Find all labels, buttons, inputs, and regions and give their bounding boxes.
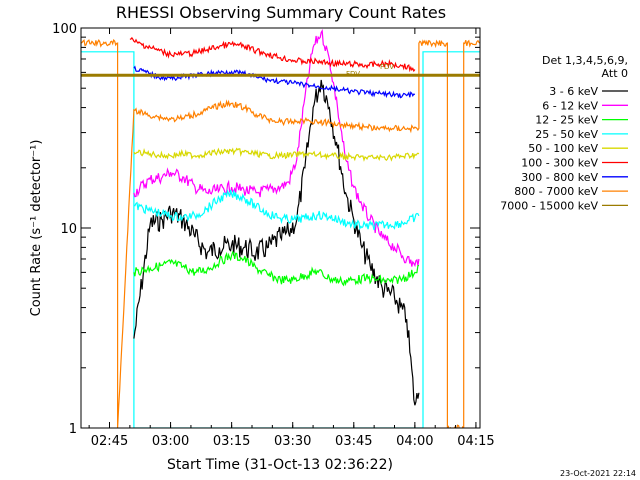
legend-header-0: Det 1,3,4,5,6,9, — [542, 54, 628, 67]
y-tick-label-1: 10 — [60, 222, 77, 237]
x-tick-label-6: 04:15 — [457, 434, 494, 449]
x-tick-label-5: 04:00 — [396, 434, 433, 449]
timestamp: 23-Oct-2021 22:14 — [560, 469, 636, 478]
legend-entry-4: 50 - 100 keV — [528, 142, 598, 155]
legend-entry-3: 25 - 50 keV — [535, 128, 598, 141]
x-tick-label-0: 02:45 — [91, 434, 128, 449]
flag-fdv-lower: FDV — [346, 70, 360, 78]
series-line-4 — [133, 147, 420, 162]
series-line-6 — [133, 65, 416, 99]
series-line-cyan-outer — [81, 51, 480, 428]
x-tick-label-1: 03:00 — [152, 434, 189, 449]
legend-entry-6: 300 - 800 keV — [521, 171, 598, 184]
y-tick-label-2: 100 — [52, 22, 77, 37]
x-tick-label-3: 03:30 — [274, 434, 311, 449]
series-line-5 — [129, 36, 416, 73]
series-line-2 — [133, 250, 420, 287]
series-line-1 — [133, 28, 420, 268]
legend-entry-0: 3 - 6 keV — [549, 85, 598, 98]
series-line-0 — [133, 79, 420, 406]
legend-header-1: Att 0 — [602, 67, 628, 80]
legend-entry-8: 7000 - 15000 keV — [500, 199, 598, 212]
legend-entry-5: 100 - 300 keV — [521, 157, 598, 170]
flag-fdv-upper: FDV — [380, 63, 394, 71]
legend-entry-7: 800 - 7000 keV — [514, 185, 598, 198]
chart-title: RHESSI Observing Summary Count Rates — [116, 3, 446, 22]
legend-entry-1: 6 - 12 keV — [542, 99, 598, 112]
series-line-7 — [81, 38, 480, 428]
x-tick-label-4: 03:45 — [335, 434, 372, 449]
y-tick-label-0: 1 — [69, 422, 77, 437]
x-tick-label-2: 03:15 — [213, 434, 250, 449]
x-axis-label: Start Time (31-Oct-13 02:36:22) — [167, 457, 393, 473]
y-axis-label: Count Rate (s⁻¹ detector⁻¹) — [29, 140, 44, 317]
plot-frame — [80, 27, 481, 429]
legend-entry-2: 12 - 25 keV — [535, 114, 598, 127]
series-line-3 — [133, 189, 420, 231]
